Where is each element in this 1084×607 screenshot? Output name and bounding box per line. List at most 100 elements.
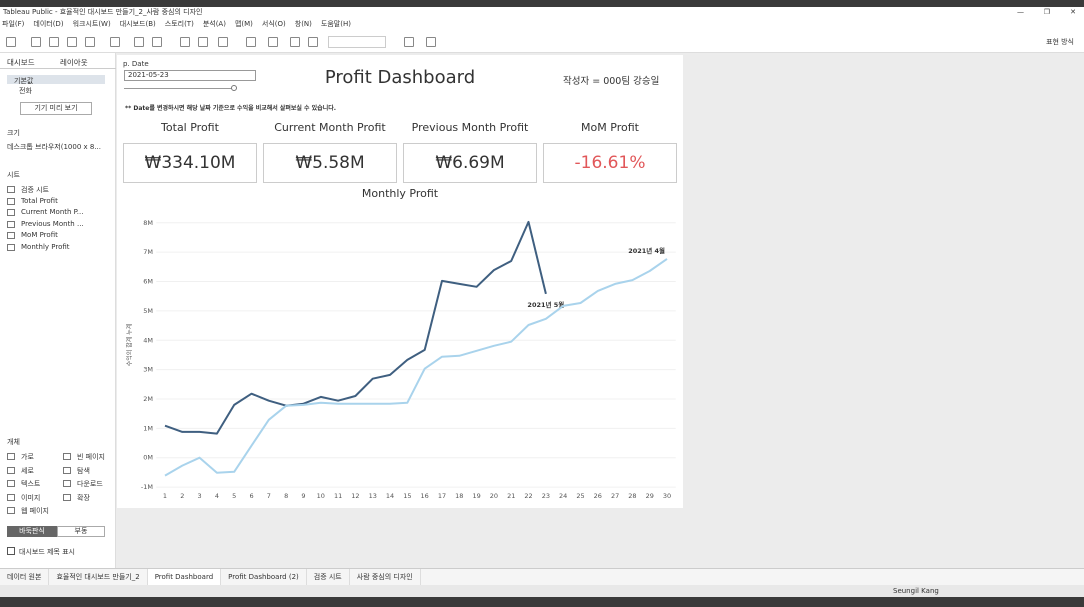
x-tick-label: 4 (215, 492, 219, 500)
object-item[interactable]: 웹 페이지 (21, 507, 49, 515)
toolbar-button[interactable] (67, 37, 77, 47)
x-tick-label: 29 (646, 492, 654, 500)
top-bar (0, 0, 1084, 7)
sidebar-tab[interactable]: 대시보드 (7, 58, 35, 67)
kpi-label: MoM Profit (581, 121, 639, 134)
menu-item[interactable]: 분석(A) (202, 20, 226, 28)
maximize[interactable]: ❐ (1043, 8, 1050, 16)
device-preview-button[interactable]: 기기 미리 보기 (20, 102, 92, 115)
toolbar-button[interactable] (6, 37, 16, 47)
sheet-icon (7, 220, 15, 228)
sheet-icon (7, 232, 15, 239)
object-item[interactable]: 확장 (77, 493, 90, 502)
object-item[interactable]: 텍스트 (21, 480, 41, 488)
y-tick-label: 7M (143, 248, 153, 256)
object-item[interactable]: 가로 (21, 453, 34, 461)
sheet-item[interactable]: Current Month P... (21, 208, 84, 216)
sheet-item[interactable]: MoM Profit (21, 231, 58, 239)
layout-mode-button[interactable]: 바둑판식 (7, 526, 57, 537)
show-me-button[interactable]: 표현 방식 (1046, 38, 1074, 46)
toolbar-button[interactable] (404, 37, 414, 47)
x-tick-label: 23 (542, 492, 550, 500)
sheet-icon (7, 243, 15, 251)
device-option[interactable]: 전화 (19, 87, 32, 95)
sheet-tab[interactable]: Profit Dashboard (147, 568, 222, 586)
kpi-label: Current Month Profit (274, 121, 386, 134)
x-tick-label: 12 (351, 492, 359, 500)
toolbar-button[interactable] (268, 37, 278, 47)
parameter-input[interactable]: 2021-05-23 (124, 70, 256, 81)
sheet-tab[interactable]: 데이터 원본 (0, 568, 50, 586)
x-tick-label: 28 (628, 492, 636, 500)
toolbar-button[interactable] (110, 37, 120, 47)
user-name[interactable]: Seungil Kang (893, 587, 939, 595)
sheet-item[interactable]: 검증 시트 (21, 186, 49, 194)
object-icon (7, 466, 15, 474)
toolbar-button[interactable] (218, 37, 228, 47)
object-item[interactable]: 다운로드 (77, 480, 103, 488)
sheet-tab[interactable]: 사람 중심의 디자인 (350, 568, 421, 586)
toolbar-button[interactable] (290, 37, 300, 47)
minimize[interactable]: — (1017, 8, 1024, 16)
x-tick-label: 3 (198, 492, 202, 500)
menu-item[interactable]: 파일(F) (2, 20, 25, 28)
menu-item[interactable]: 맵(M) (234, 20, 253, 28)
menu-item[interactable]: 창(N) (294, 20, 312, 28)
toolbar-button[interactable] (134, 37, 144, 47)
toolbar-button[interactable] (85, 37, 95, 47)
sheet-item[interactable]: Previous Month ... (21, 219, 84, 228)
object-icon (7, 480, 15, 487)
x-tick-label: 6 (249, 492, 253, 500)
toolbar-button[interactable] (198, 37, 208, 47)
sidebar-tab[interactable]: 레이아웃 (60, 58, 88, 67)
object-icon (7, 507, 15, 514)
checkbox[interactable] (7, 547, 15, 555)
sheet-tab[interactable]: 검증 시트 (307, 568, 350, 586)
sheet-item[interactable]: Total Profit (21, 196, 58, 205)
toolbar-button[interactable] (31, 37, 41, 47)
size-dropdown[interactable]: 데스크톱 브라우저(1000 x 8... (7, 143, 102, 151)
object-item[interactable]: 빈 페이지 (77, 453, 105, 461)
object-item[interactable]: 탐색 (77, 466, 90, 475)
x-tick-label: 19 (472, 492, 480, 500)
toolbar-dropdown[interactable] (328, 36, 386, 48)
layout-mode-button[interactable]: 부동 (57, 526, 105, 537)
window-title: Tableau Public - 효율적인 대시보드 만들기_2_사람 중심의 … (3, 8, 203, 16)
close[interactable]: ✕ (1070, 8, 1076, 16)
sheet-icon (7, 209, 15, 216)
x-tick-label: 7 (267, 492, 271, 500)
object-item[interactable]: 세로 (21, 466, 34, 475)
sheet-item[interactable]: Monthly Profit (21, 242, 70, 251)
object-icon (63, 466, 71, 474)
slider-handle[interactable] (231, 85, 237, 91)
toolbar-button[interactable] (246, 37, 256, 47)
menu-item[interactable]: 워크시트(W) (72, 20, 111, 28)
x-tick-label: 18 (455, 492, 463, 500)
device-option[interactable]: 기본값 (14, 77, 34, 85)
menu-item[interactable]: 서식(O) (261, 20, 286, 28)
status-bar: Seungil Kang (0, 585, 1084, 597)
sheet-tabs: 데이터 원본 효율적인 대시보드 만들기_2 Profit Dashboard Pro… (0, 568, 1084, 586)
x-tick-label: 20 (490, 492, 498, 500)
kpi-label: Previous Month Profit (411, 121, 529, 134)
sheet-tab[interactable]: Profit Dashboard (2) (221, 568, 307, 586)
series-label: 2021년 4월 (628, 246, 665, 255)
y-axis-label: 수익의 합계 누계 (126, 324, 134, 366)
toolbar-button[interactable] (49, 37, 59, 47)
menu-bar: 파일(F) 데이터(D) 워크시트(W) 대시보드(B) 스토리(T) 분석(A) 맵(M)… (0, 18, 1084, 31)
menu-item[interactable]: 데이터(D) (33, 20, 64, 28)
x-tick-label: 16 (421, 492, 429, 500)
x-tick-label: 8 (284, 492, 288, 500)
menu-item[interactable]: 도움말(H) (320, 20, 351, 28)
kpi-value: ₩5.58M (263, 143, 397, 183)
x-tick-label: 15 (403, 492, 411, 500)
toolbar-button[interactable] (308, 37, 318, 47)
object-item[interactable]: 이미지 (21, 493, 41, 502)
toolbar-button[interactable] (152, 37, 162, 47)
toolbar-button[interactable] (180, 37, 190, 47)
toolbar-button[interactable] (426, 37, 436, 47)
y-tick-label: -1M (141, 483, 153, 491)
sheet-tab[interactable]: 효율적인 대시보드 만들기_2 (49, 568, 148, 586)
menu-item[interactable]: 스토리(T) (164, 20, 194, 28)
menu-item[interactable]: 대시보드(B) (119, 20, 156, 28)
